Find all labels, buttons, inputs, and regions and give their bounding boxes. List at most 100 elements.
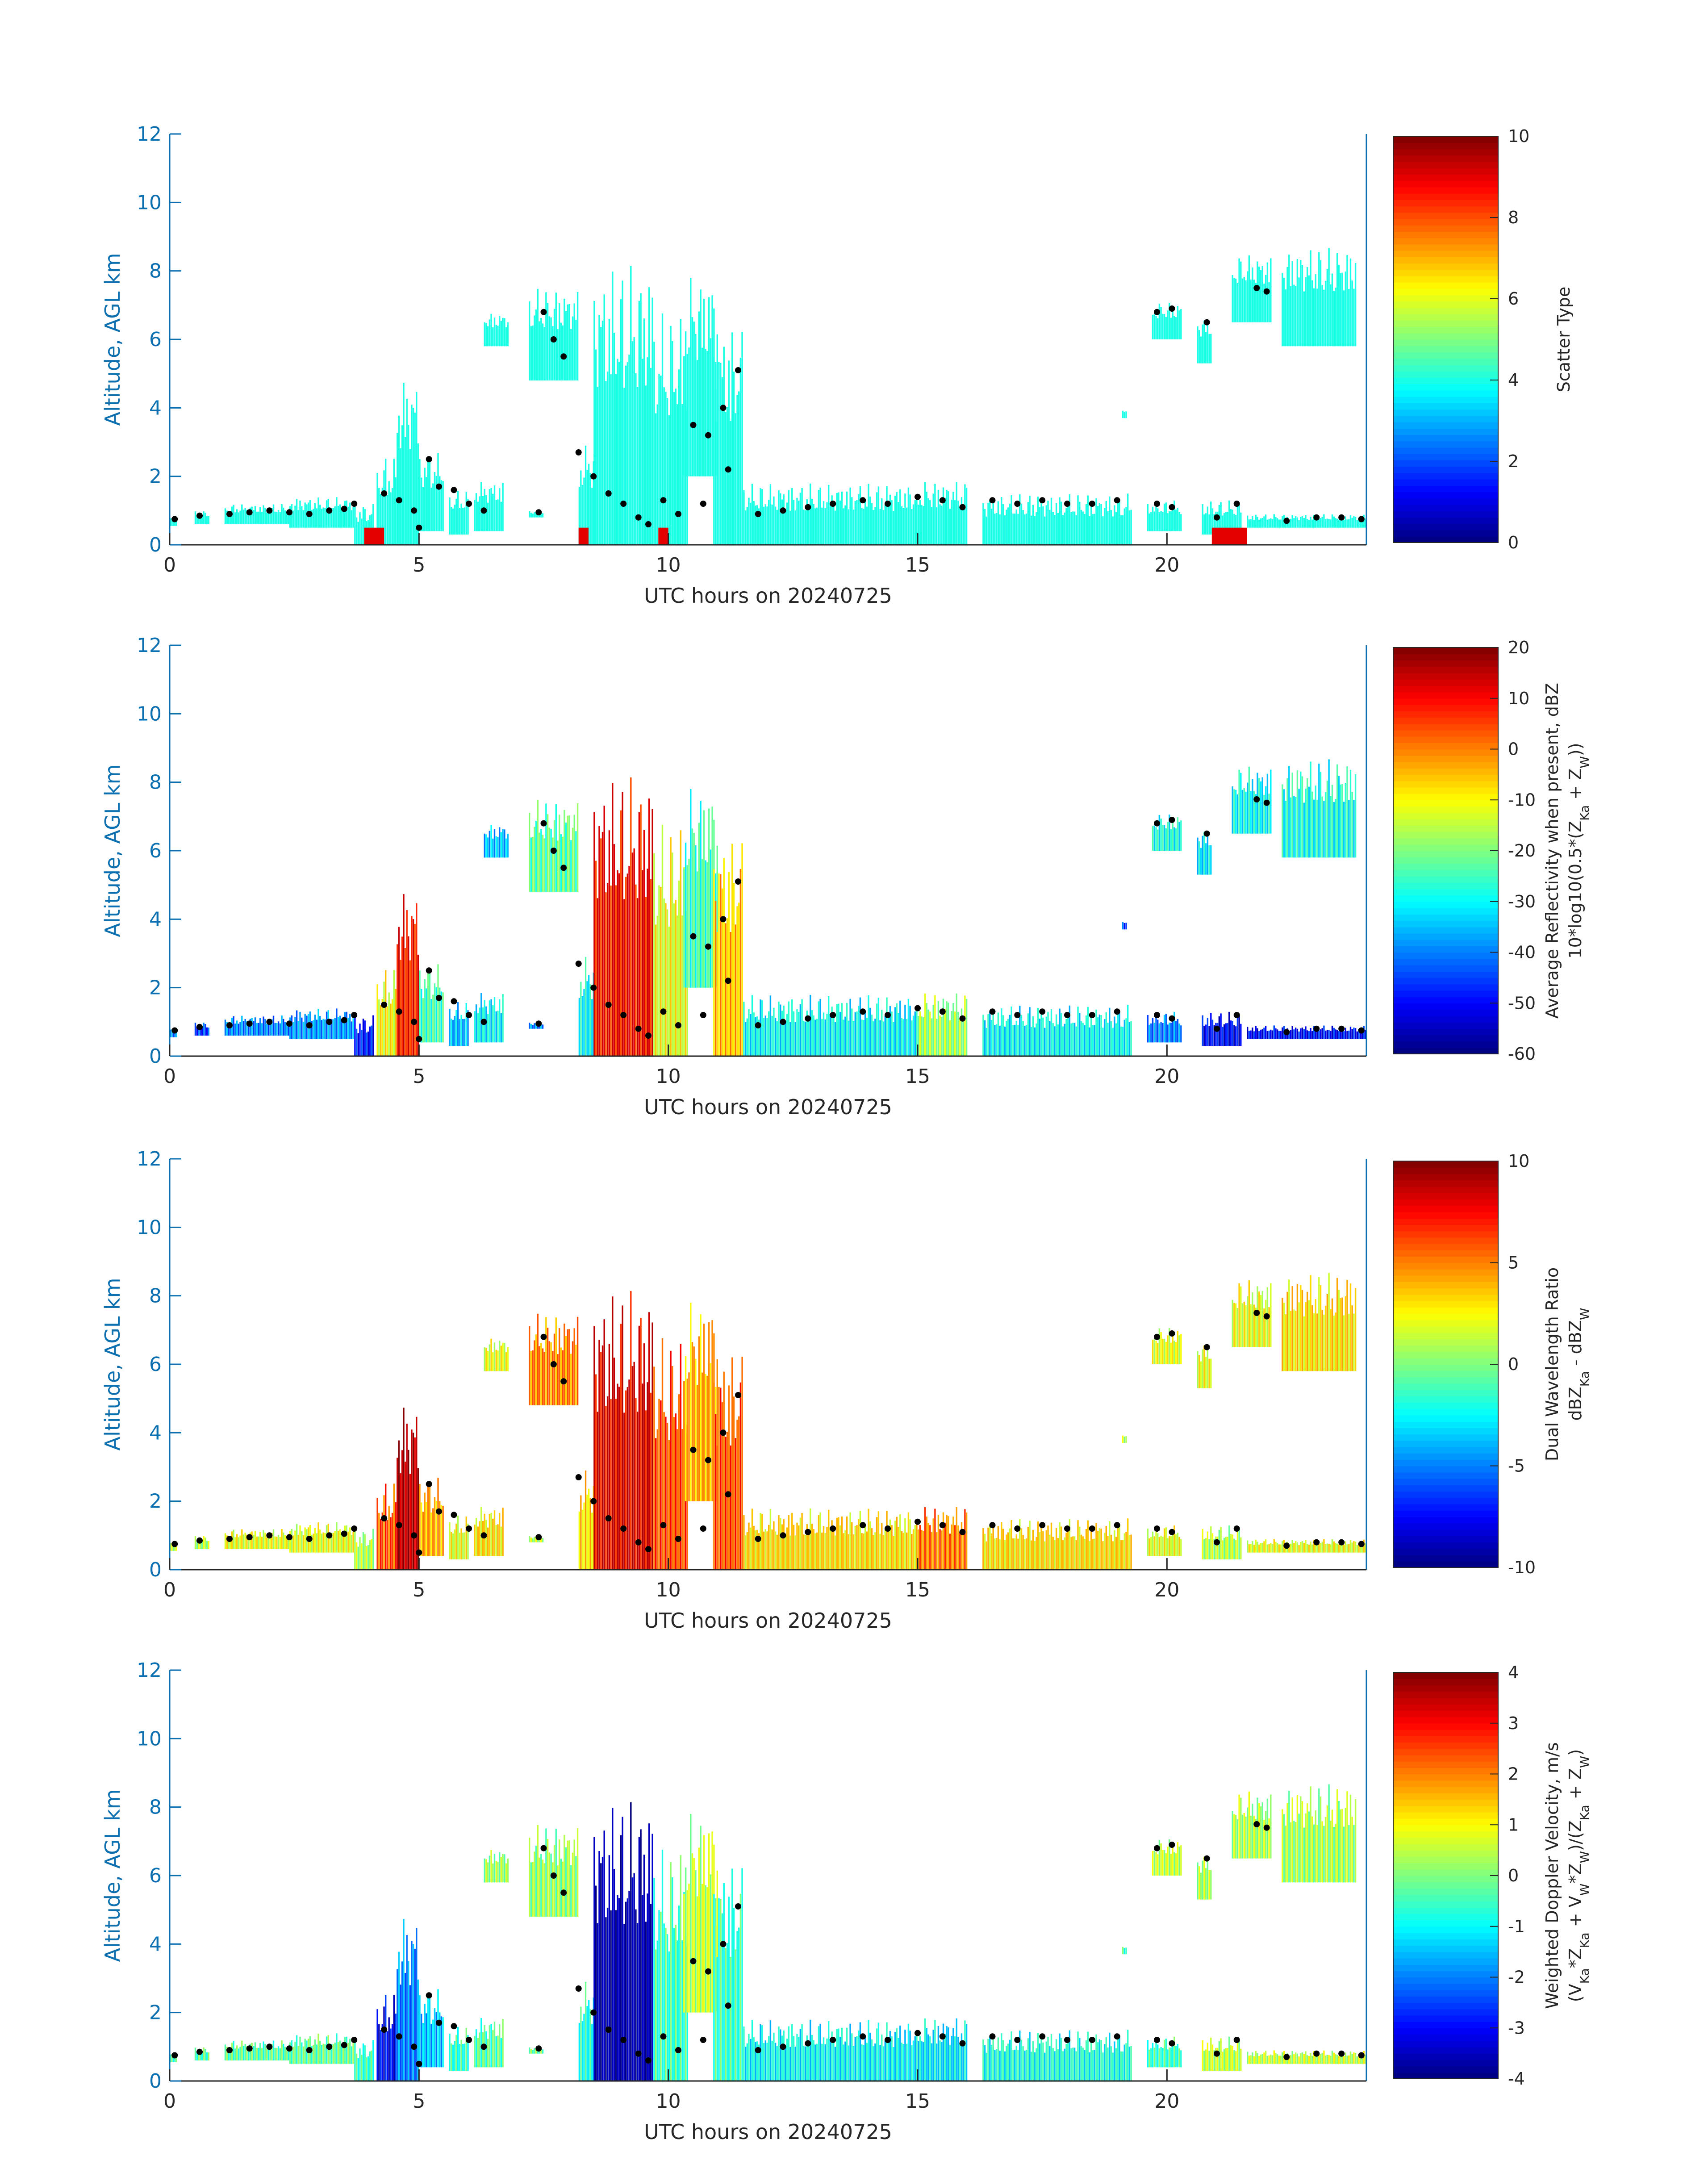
radar-column — [804, 510, 806, 545]
radar-column — [1315, 1810, 1316, 1883]
cloud-base-point — [939, 1008, 946, 1015]
radar-column — [1338, 265, 1340, 347]
radar-column — [1348, 1825, 1350, 1883]
radar-column — [1351, 2054, 1353, 2064]
cloud-base-point — [306, 1022, 313, 1028]
radar-column — [1257, 1542, 1258, 1553]
radar-column — [838, 492, 839, 545]
radar-column — [951, 499, 952, 545]
radar-column — [406, 1424, 408, 1570]
radar-column — [395, 2014, 397, 2081]
radar-column — [1318, 252, 1320, 347]
radar-column — [1268, 1818, 1270, 1859]
radar-column — [432, 483, 434, 531]
radar-column — [357, 1033, 359, 1056]
radar-column — [1115, 2048, 1117, 2081]
radar-column — [1001, 1008, 1002, 1056]
colorbar-swatch — [1393, 1977, 1498, 1984]
radar-column — [1073, 511, 1076, 545]
radar-column — [1310, 517, 1311, 528]
radar-column — [276, 2047, 278, 2060]
radar-column — [1127, 2030, 1129, 2081]
radar-column — [304, 502, 306, 528]
radar-column — [194, 1023, 196, 1036]
radar-column — [728, 1385, 730, 1570]
radar-column — [1335, 288, 1336, 347]
radar-column — [588, 1488, 590, 1570]
radar-column — [1328, 1030, 1330, 1039]
radar-column — [1147, 2040, 1149, 2068]
cloud-base-point — [1154, 309, 1160, 315]
radar-column — [1039, 2043, 1041, 2081]
radar-column — [259, 507, 261, 524]
radar-column — [706, 862, 708, 988]
radar-column — [311, 2046, 313, 2064]
radar-column — [874, 507, 876, 545]
radar-column — [1263, 516, 1265, 528]
radar-column — [578, 1511, 580, 1570]
radar-column — [411, 1941, 413, 2081]
radar-column — [1119, 1011, 1120, 1056]
radar-column — [497, 1011, 499, 1043]
radar-column — [337, 506, 339, 528]
radar-column — [1052, 1537, 1054, 1570]
radar-column — [1335, 2054, 1336, 2064]
radar-column — [1034, 1027, 1036, 1056]
radar-column — [467, 499, 469, 535]
radar-column — [1150, 512, 1152, 531]
radar-column — [836, 2029, 838, 2081]
radar-column — [1049, 1534, 1051, 1570]
radar-column — [1340, 517, 1341, 528]
radar-column — [376, 984, 378, 1056]
radar-column — [1207, 1531, 1209, 1559]
radar-column — [893, 2047, 894, 2081]
colorbar-swatch — [1393, 832, 1498, 839]
cloud-base-point — [550, 848, 557, 854]
radar-column — [467, 1524, 469, 1559]
radar-column — [1031, 515, 1032, 545]
radar-column — [1323, 1539, 1325, 1553]
radar-column — [565, 1336, 567, 1405]
radar-column — [1042, 1017, 1044, 1056]
radar-column — [695, 1870, 697, 2013]
radar-column — [1240, 1537, 1242, 1559]
colorbar-swatch — [1393, 1009, 1498, 1016]
radar-column — [898, 1013, 899, 1056]
radar-column — [495, 2036, 497, 2068]
radar-column — [647, 869, 648, 1056]
radar-column — [735, 924, 736, 1056]
radar-column — [1073, 1536, 1076, 1570]
cloud-base-point — [196, 2048, 203, 2055]
colorbar-swatch — [1393, 1440, 1498, 1447]
cloud-base-point — [411, 1532, 418, 1539]
radar-column — [904, 1518, 906, 1570]
radar-column — [931, 2043, 933, 2081]
radar-column — [1331, 785, 1333, 858]
radar-column — [1286, 1291, 1288, 1371]
cloud-base-point — [171, 2052, 178, 2059]
radar-column — [349, 1527, 351, 1553]
radar-column — [941, 1017, 943, 1056]
radar-column — [284, 1535, 286, 1549]
cloud-base-point — [286, 1020, 292, 1027]
radar-column — [1308, 1544, 1310, 1553]
radar-column — [254, 2042, 256, 2060]
colorbar-swatch — [1393, 1697, 1498, 1705]
radar-column — [723, 1883, 725, 2081]
radar-column — [819, 487, 821, 545]
radar-column — [1162, 1023, 1164, 1043]
radar-column — [1305, 1813, 1307, 1883]
radar-column — [718, 1898, 720, 2081]
radar-column — [266, 1537, 268, 1549]
colorbar-tick-label: -10 — [1508, 790, 1536, 810]
radar-column — [279, 1023, 281, 1036]
radar-column — [1062, 2051, 1064, 2081]
radar-column — [259, 2043, 261, 2060]
radar-column — [1077, 1007, 1079, 1056]
radar-column — [1047, 501, 1049, 545]
radar-column — [1336, 2055, 1338, 2064]
radar-column — [1288, 1791, 1290, 1883]
x-axis-label: UTC hours on 20240725 — [644, 1095, 892, 1119]
radar-column — [1336, 1789, 1338, 1883]
colorbar-swatch — [1393, 1446, 1498, 1454]
